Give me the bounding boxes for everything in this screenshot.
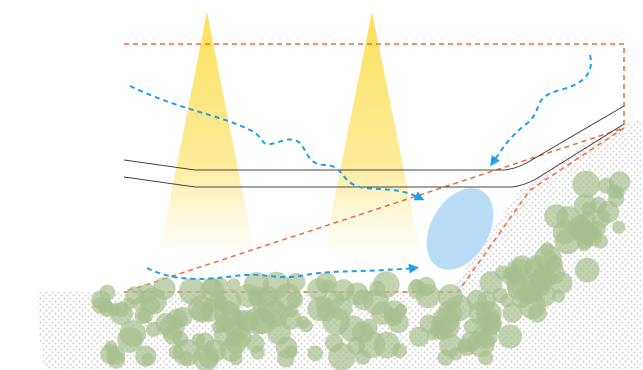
gravel-stone bbox=[360, 318, 378, 337]
gravel-stone bbox=[109, 301, 133, 326]
gravel-stone bbox=[299, 319, 313, 333]
gravel-stone bbox=[388, 312, 409, 334]
gravel-stone bbox=[195, 332, 215, 352]
gravel-stone bbox=[392, 343, 407, 359]
gravel-stone bbox=[307, 278, 330, 301]
gravel-stone bbox=[427, 328, 439, 341]
gravel-stone bbox=[345, 282, 369, 306]
gravel-stone bbox=[373, 271, 400, 298]
gravel-stone bbox=[172, 306, 193, 327]
gravel-stone bbox=[274, 283, 302, 311]
gravel-stone bbox=[534, 244, 562, 272]
gravel-stone bbox=[202, 277, 221, 295]
gravel-stone bbox=[495, 265, 510, 280]
surface-line-upper bbox=[123, 105, 625, 171]
gravel-stone bbox=[581, 202, 596, 216]
gravel-stone bbox=[307, 345, 324, 362]
gravel-stone bbox=[329, 297, 353, 321]
gravel-stone bbox=[98, 301, 115, 317]
gravel-stone bbox=[99, 284, 116, 301]
gravel-stone bbox=[572, 170, 600, 198]
gravel-stone bbox=[526, 287, 540, 302]
gravel-stone bbox=[187, 295, 214, 322]
gravel-stone bbox=[534, 277, 550, 292]
gravel-stone bbox=[139, 287, 167, 315]
gravel-stone bbox=[590, 220, 606, 237]
gravel-stone bbox=[328, 343, 356, 370]
gravel-stone bbox=[198, 348, 218, 368]
gravel-stone bbox=[155, 312, 178, 335]
gravel-stone bbox=[527, 303, 547, 323]
flow-zone bbox=[426, 188, 494, 270]
gravel-stone bbox=[437, 300, 463, 326]
flow-arrow-diagonal bbox=[129, 85, 425, 201]
gravel-stone bbox=[556, 206, 580, 230]
gravel-stone bbox=[275, 336, 298, 359]
gravel-stone bbox=[409, 326, 430, 347]
gravel-stone bbox=[227, 278, 241, 292]
gravel-stone bbox=[409, 278, 424, 293]
gravel-stone bbox=[215, 288, 242, 315]
gravel-layer bbox=[91, 170, 631, 370]
gravel-stone bbox=[612, 220, 626, 234]
flow-arrow-bottom bbox=[146, 263, 419, 280]
gravel-stone bbox=[168, 344, 184, 360]
gravel-stone bbox=[475, 332, 489, 346]
gravel-stone bbox=[437, 349, 454, 366]
surface-line-lower bbox=[123, 123, 625, 188]
flow-arrow-from-right bbox=[490, 54, 592, 167]
gravel-stone bbox=[598, 177, 615, 194]
gravel-stone bbox=[252, 301, 266, 315]
gravel-stone bbox=[612, 186, 625, 199]
gravel-stone bbox=[609, 171, 631, 193]
gravel-stone bbox=[492, 287, 508, 303]
gravel-stone bbox=[575, 257, 600, 283]
gravel-stone bbox=[246, 334, 265, 353]
gravel-stone bbox=[498, 324, 523, 349]
gravel-stone bbox=[119, 320, 146, 347]
gravel-stone bbox=[172, 331, 189, 347]
gravel-stone bbox=[135, 345, 157, 367]
light-beam-right bbox=[324, 12, 420, 250]
gravel-stone bbox=[552, 289, 565, 303]
gravel-stone bbox=[316, 302, 336, 322]
light-beam-left bbox=[160, 12, 254, 250]
gravel-stone bbox=[226, 332, 241, 347]
gravel-stone bbox=[502, 302, 523, 323]
gravel-stone bbox=[100, 344, 121, 364]
gravel-stone bbox=[243, 307, 271, 335]
gravel-stone bbox=[478, 350, 494, 366]
gravel-stone bbox=[479, 312, 503, 336]
gravel-stone bbox=[211, 321, 225, 334]
gravel-stone bbox=[236, 283, 260, 308]
